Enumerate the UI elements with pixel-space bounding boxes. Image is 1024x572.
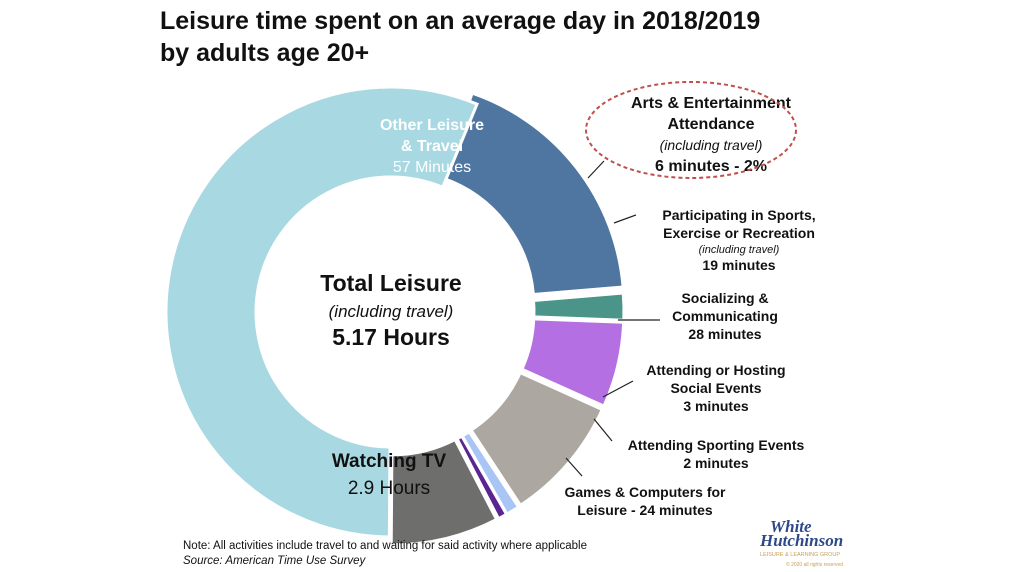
label-arts: Arts & Entertainment Attendance (including… <box>631 95 792 175</box>
label-arts-line-1: Arts & Entertainment <box>631 95 792 112</box>
label-other: Other Leisure & Travel 57 Minutes <box>380 117 484 176</box>
label-arts-line-2: Attendance <box>667 116 754 133</box>
slice-sporting <box>455 434 509 521</box>
label-sports: Participating in Sports, Exercise or Recr… <box>662 207 815 273</box>
label-hosting-line-2: Social Events <box>670 380 761 396</box>
slice-social <box>469 370 605 508</box>
label-hosting-line-1: Attending or Hosting <box>646 362 785 378</box>
label-social-line-1: Socializing & <box>681 290 768 306</box>
leader-line-hosting <box>602 380 634 398</box>
label-hosting-value: 3 minutes <box>683 398 749 414</box>
chart-title-line2: by adults age 20+ <box>160 39 369 67</box>
label-games: Games & Computers for Leisure - 24 minute… <box>564 484 726 518</box>
label-social-value: 28 minutes <box>688 326 761 342</box>
center-value: 5.17 Hours <box>332 324 450 350</box>
footer-source: Source: American Time Use Survey <box>183 555 367 567</box>
logo-copyright: © 2020 all rights reserved <box>786 561 843 568</box>
leader-line-arts <box>587 160 605 179</box>
donut-slices <box>164 85 626 547</box>
label-sports-line-2: Exercise or Recreation <box>663 225 815 241</box>
label-other-value: 57 Minutes <box>393 159 471 176</box>
label-tv: Watching TV 2.9 Hours <box>332 451 447 499</box>
leader-lines <box>565 160 660 477</box>
label-social: Socializing & Communicating 28 minutes <box>672 290 778 342</box>
label-hosting: Attending or Hosting Social Events 3 minut… <box>646 362 785 414</box>
logo-line1: White <box>770 517 812 536</box>
label-social-line-2: Communicating <box>672 308 778 324</box>
leader-line-games <box>565 457 583 477</box>
slice-labels: Other Leisure & Travel 57 Minutes Arts & En… <box>332 95 816 518</box>
label-games-line-1: Games & Computers for <box>564 484 726 500</box>
center-title: Total Leisure <box>320 270 461 296</box>
label-sports-value: 19 minutes <box>702 257 775 273</box>
center-subtitle: (including travel) <box>329 302 454 321</box>
leader-line-sporting <box>593 418 613 442</box>
slice-games <box>389 437 499 547</box>
label-tv-line-1: Watching TV <box>332 451 447 472</box>
slice-sports <box>519 317 626 409</box>
label-sports-line-1: Participating in Sports, <box>662 207 815 223</box>
label-tv-value: 2.9 Hours <box>348 478 430 499</box>
slice-tv <box>164 85 480 539</box>
label-other-line-1: Other Leisure <box>380 117 484 134</box>
footer-note: Note: All activities include travel to a… <box>183 540 587 552</box>
white-hutchinson-logo: White Hutchinson LEISURE & LEARNING GROU… <box>759 517 843 568</box>
label-arts-sublabel: (including travel) <box>660 137 763 153</box>
arts-highlight-ellipse <box>585 81 797 179</box>
logo-tagline: LEISURE & LEARNING GROUP <box>760 552 840 558</box>
logo-line2: Hutchinson <box>759 531 843 550</box>
label-sporting-line-1: Attending Sporting Events <box>628 437 805 453</box>
label-sporting: Attending Sporting Events 2 minutes <box>628 437 805 471</box>
label-sporting-value: 2 minutes <box>683 455 749 471</box>
slice-arts <box>531 291 626 322</box>
slice-other <box>440 91 625 297</box>
label-arts-value: 6 minutes - 2% <box>655 158 767 175</box>
label-games-value: Leisure - 24 minutes <box>577 502 713 518</box>
label-sports-sublabel: (including travel) <box>699 244 780 256</box>
leader-line-sports <box>613 214 637 224</box>
label-other-line-2: & Travel <box>401 138 463 155</box>
chart-title: Leisure time spent on an average day in … <box>160 7 760 35</box>
